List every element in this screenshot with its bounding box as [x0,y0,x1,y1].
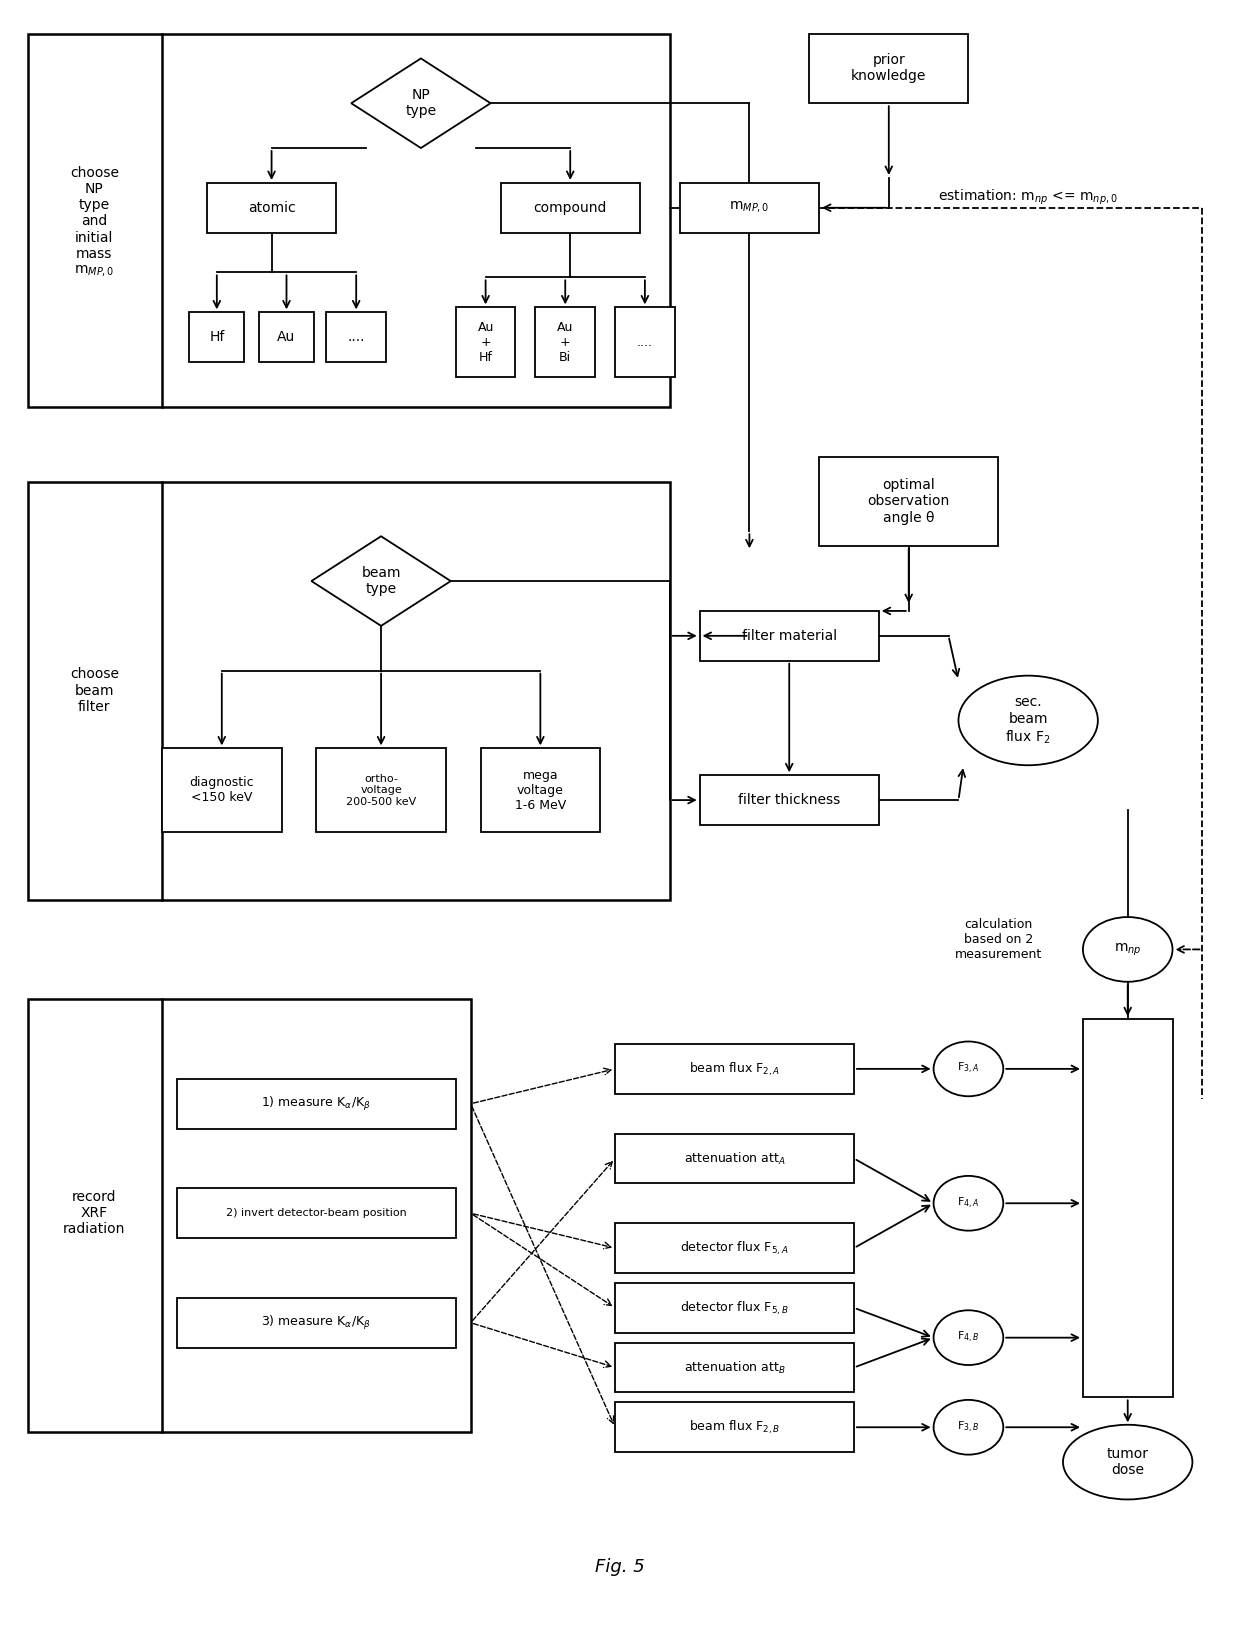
Ellipse shape [934,1400,1003,1455]
Text: diagnostic
<150 keV: diagnostic <150 keV [190,776,254,804]
Text: tumor
dose: tumor dose [1107,1446,1148,1477]
FancyBboxPatch shape [699,611,879,660]
Text: NP
type: NP type [405,88,436,118]
Text: attenuation att$_B$: attenuation att$_B$ [683,1360,785,1376]
FancyBboxPatch shape [615,1283,854,1333]
Text: detector flux F$_{5,B}$: detector flux F$_{5,B}$ [680,1299,789,1317]
FancyBboxPatch shape [259,313,314,362]
Text: optimal
observation
angle θ: optimal observation angle θ [868,478,950,524]
Text: attenuation att$_A$: attenuation att$_A$ [683,1150,785,1166]
FancyBboxPatch shape [810,33,968,103]
FancyBboxPatch shape [456,308,516,377]
Polygon shape [311,536,451,626]
FancyBboxPatch shape [27,482,670,899]
Text: estimation: m$_{np}$ <= m$_{np,0}$: estimation: m$_{np}$ <= m$_{np,0}$ [939,188,1118,208]
FancyBboxPatch shape [27,999,471,1432]
Text: choose
beam
filter: choose beam filter [69,667,119,714]
FancyBboxPatch shape [699,775,879,826]
Polygon shape [351,59,491,147]
FancyBboxPatch shape [615,308,675,377]
Text: Fig. 5: Fig. 5 [595,1558,645,1576]
Text: Au
+
Hf: Au + Hf [477,321,494,364]
FancyBboxPatch shape [162,749,281,832]
FancyBboxPatch shape [177,1079,456,1129]
Ellipse shape [934,1310,1003,1364]
FancyBboxPatch shape [316,749,446,832]
Ellipse shape [1063,1425,1193,1499]
FancyBboxPatch shape [207,183,336,233]
Text: m$_{MP,0}$: m$_{MP,0}$ [729,200,770,215]
Text: choose
NP
type
and
initial
mass
m$_{MP,0}$: choose NP type and initial mass m$_{MP,0… [69,165,119,280]
FancyBboxPatch shape [615,1043,854,1094]
FancyBboxPatch shape [536,308,595,377]
Ellipse shape [959,675,1097,765]
Text: ....: .... [347,331,365,344]
FancyBboxPatch shape [190,313,244,362]
Text: Au: Au [278,331,295,344]
Text: 1) measure K$_{\alpha}$/K$_{\beta}$: 1) measure K$_{\alpha}$/K$_{\beta}$ [262,1094,371,1112]
FancyBboxPatch shape [615,1402,854,1453]
Text: Hf: Hf [210,331,224,344]
Text: filter thickness: filter thickness [738,793,841,808]
FancyBboxPatch shape [680,183,820,233]
FancyBboxPatch shape [501,183,640,233]
FancyBboxPatch shape [27,33,670,406]
FancyBboxPatch shape [615,1224,854,1273]
Ellipse shape [934,1176,1003,1230]
FancyBboxPatch shape [1083,1019,1173,1397]
FancyBboxPatch shape [177,1297,456,1348]
Text: F$_{3,A}$: F$_{3,A}$ [957,1061,980,1076]
Text: mega
voltage
1-6 MeV: mega voltage 1-6 MeV [515,768,565,812]
Text: atomic: atomic [248,201,295,215]
Text: filter material: filter material [742,629,837,642]
Text: 3) measure K$_{\alpha}$/K$_{\beta}$: 3) measure K$_{\alpha}$/K$_{\beta}$ [262,1314,371,1332]
Text: detector flux F$_{5,A}$: detector flux F$_{5,A}$ [681,1240,789,1256]
FancyBboxPatch shape [481,749,600,832]
Text: Au
+
Bi: Au + Bi [557,321,573,364]
Text: ortho-
voltage
200-500 keV: ortho- voltage 200-500 keV [346,773,417,808]
Text: sec.
beam
flux F$_2$: sec. beam flux F$_2$ [1006,696,1052,745]
Text: beam
type: beam type [361,567,401,596]
Text: calculation
based on 2
measurement: calculation based on 2 measurement [955,917,1042,962]
Text: F$_{3,B}$: F$_{3,B}$ [957,1420,980,1435]
FancyBboxPatch shape [615,1133,854,1183]
FancyBboxPatch shape [326,313,386,362]
Text: m$_{np}$: m$_{np}$ [1114,942,1142,958]
FancyBboxPatch shape [820,457,998,545]
Text: F$_{4,A}$: F$_{4,A}$ [957,1196,980,1210]
Text: F$_{4,B}$: F$_{4,B}$ [957,1330,980,1345]
Ellipse shape [934,1042,1003,1096]
FancyBboxPatch shape [615,1343,854,1392]
Ellipse shape [1083,917,1173,981]
Text: compound: compound [533,201,606,215]
Text: prior
knowledge: prior knowledge [851,54,926,84]
Text: ....: .... [637,336,653,349]
Text: beam flux F$_{2,B}$: beam flux F$_{2,B}$ [688,1419,780,1437]
Text: beam flux F$_{2,A}$: beam flux F$_{2,A}$ [688,1060,780,1078]
FancyBboxPatch shape [177,1188,456,1238]
Text: 2) invert detector-beam position: 2) invert detector-beam position [226,1209,407,1219]
Text: record
XRF
radiation: record XRF radiation [63,1191,125,1237]
